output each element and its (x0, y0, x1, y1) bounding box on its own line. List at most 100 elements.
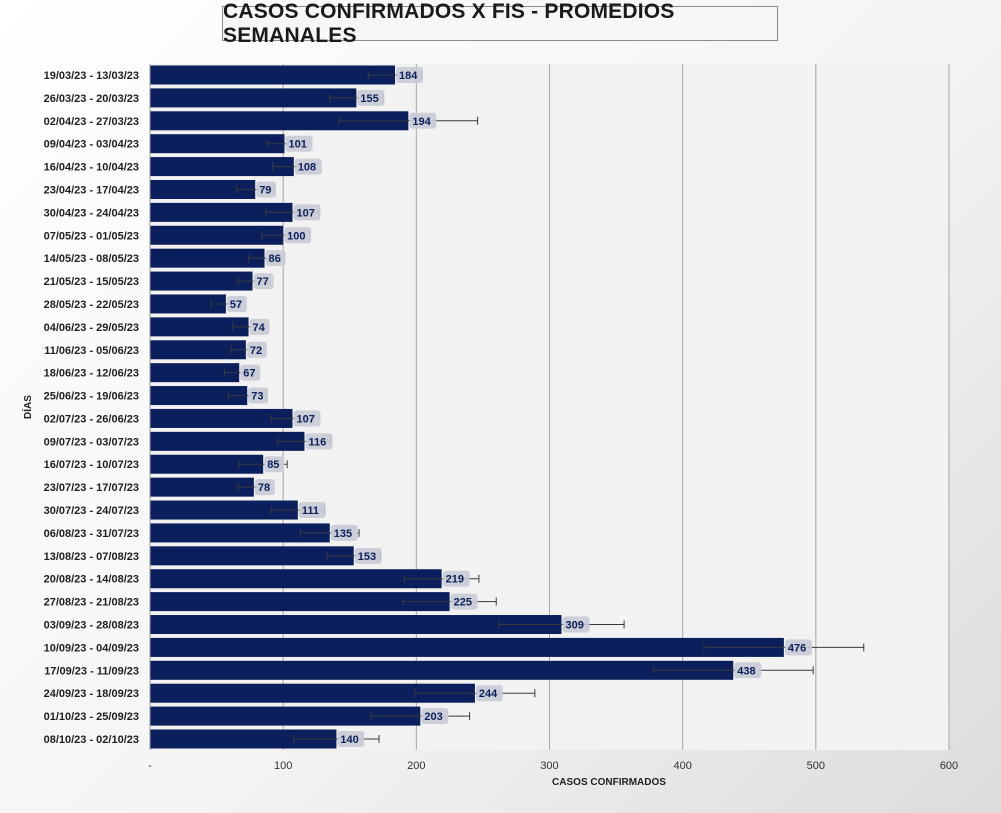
data-label-bg (253, 273, 274, 290)
bar (150, 179, 256, 199)
data-label-bg (254, 479, 275, 496)
bar (150, 706, 421, 726)
data-label: 100 (287, 230, 305, 242)
data-label: 225 (454, 597, 472, 609)
category-label: 16/04/23 - 10/04/23 (44, 162, 139, 174)
data-label-bg (264, 456, 285, 473)
category-label: 08/10/23 - 02/10/23 (44, 734, 139, 746)
data-label: 73 (251, 391, 263, 403)
bar (150, 248, 265, 268)
category-label: 30/04/23 - 24/04/23 (44, 207, 139, 219)
data-label-bg (450, 593, 478, 610)
gridlines (282, 64, 950, 750)
category-label: 14/05/23 - 08/05/23 (44, 253, 139, 265)
data-label: 57 (230, 299, 242, 311)
bar (150, 134, 285, 154)
data-label: 476 (788, 642, 806, 654)
x-axis-title: CASOS CONFIRMADOS (552, 777, 666, 788)
bar (150, 271, 253, 291)
bar (150, 637, 784, 657)
data-label: 438 (737, 665, 755, 677)
x-tick-label: 500 (807, 760, 825, 772)
data-label-bg (337, 731, 365, 747)
data-label: 78 (258, 482, 270, 494)
bar (150, 225, 284, 245)
data-label-bg (246, 341, 267, 358)
data-label: 77 (257, 276, 269, 288)
data-label-bg (330, 524, 358, 541)
data-label-bg (265, 250, 286, 267)
category-label: 26/03/23 - 20/03/23 (44, 93, 139, 105)
data-label: 107 (296, 413, 314, 425)
data-label: 108 (298, 162, 316, 174)
category-label: 13/08/23 - 07/08/23 (44, 551, 139, 563)
data-label-bg (226, 295, 247, 312)
data-label-bg (285, 135, 313, 152)
x-tick-label: 100 (274, 760, 292, 772)
category-label: 30/07/23 - 24/07/23 (44, 505, 139, 517)
bar (150, 408, 293, 428)
data-label-bg (562, 616, 590, 633)
category-label: 18/06/23 - 12/06/23 (44, 368, 139, 380)
data-label: 153 (358, 551, 376, 563)
category-label: 25/06/23 - 19/06/23 (44, 391, 139, 403)
bar (150, 683, 475, 703)
data-label: 67 (243, 368, 255, 380)
data-label-bg (298, 502, 326, 519)
bar (150, 65, 396, 85)
data-label: 79 (259, 184, 271, 196)
data-label: 194 (412, 116, 431, 128)
data-label-bg (305, 433, 333, 450)
chart-title: CASOS CONFIRMADOS X FIS - PROMEDIOS SEMA… (223, 0, 675, 47)
bar (150, 546, 354, 566)
category-label: 09/04/23 - 03/04/23 (44, 139, 139, 151)
x-tick-label: 200 (407, 760, 425, 772)
chart-title-box: CASOS CONFIRMADOS X FIS - PROMEDIOS SEMA… (222, 0, 778, 47)
data-label-bg (293, 204, 321, 221)
category-label: 21/05/23 - 15/05/23 (44, 276, 139, 288)
category-label: 07/05/23 - 01/05/23 (44, 230, 139, 242)
bar (150, 363, 240, 383)
category-label: 02/04/23 - 27/03/23 (44, 116, 139, 128)
x-tick-labels: - 100 200 300 400 500 600 (148, 760, 958, 772)
data-label-bg (475, 685, 503, 702)
data-label: 135 (334, 528, 352, 540)
data-label-bg (294, 158, 322, 175)
bar (150, 340, 246, 360)
y-axis-title: DÍAS (21, 395, 34, 419)
category-labels: 19/03/23 - 13/03/23 26/03/23 - 20/03/23 02… (44, 70, 139, 746)
data-label-bg (240, 364, 261, 381)
data-label: 111 (302, 505, 319, 517)
data-label-bg (421, 708, 449, 725)
category-label: 23/04/23 - 17/04/23 (44, 184, 139, 196)
data-label: 74 (253, 322, 266, 334)
bar (150, 294, 226, 314)
bar (150, 615, 562, 635)
bar (150, 592, 450, 612)
bar (150, 111, 409, 131)
data-label: 86 (269, 253, 281, 265)
data-label: 309 (565, 620, 583, 632)
category-label: 01/10/23 - 25/09/23 (44, 711, 139, 723)
bar (150, 729, 337, 749)
category-label: 10/09/23 - 04/09/23 (44, 642, 139, 654)
bar (150, 523, 330, 543)
data-label-bg (249, 318, 270, 335)
data-label-bg (357, 89, 385, 106)
bar (150, 569, 442, 589)
data-label: 85 (267, 459, 279, 471)
data-label-bg (409, 112, 437, 129)
category-label: 16/07/23 - 10/07/23 (44, 459, 139, 471)
x-tick-label: 300 (540, 760, 558, 772)
data-label-bg (248, 387, 269, 404)
bar (150, 660, 734, 680)
data-label: 155 (360, 93, 378, 105)
x-tick-label: 400 (673, 760, 691, 772)
x-tick-label: - (148, 760, 152, 772)
data-label-bg (354, 547, 382, 564)
data-label: 219 (446, 574, 464, 586)
category-label: 24/09/23 - 18/09/23 (44, 688, 139, 700)
data-label-bg (784, 639, 812, 656)
bar (150, 157, 294, 177)
